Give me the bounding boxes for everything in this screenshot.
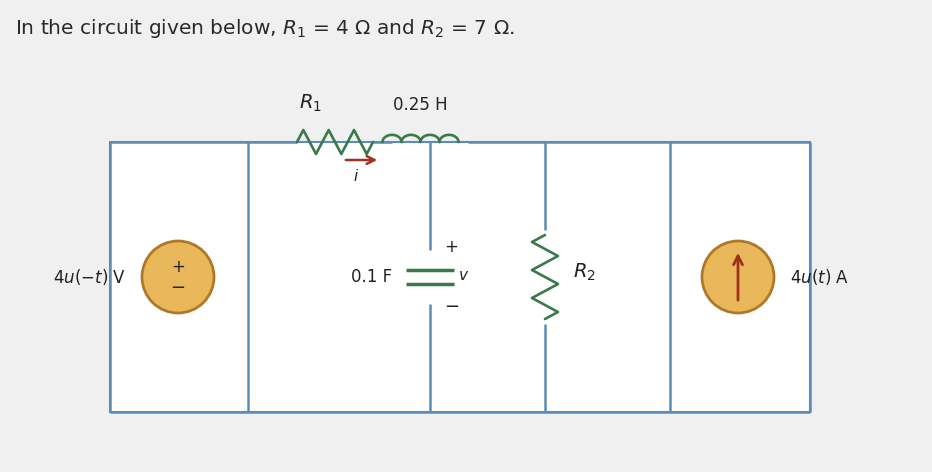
Text: $i$: $i$ xyxy=(353,168,360,184)
Text: −: − xyxy=(444,298,459,316)
Text: 4$u$(−$t$) V: 4$u$(−$t$) V xyxy=(53,267,126,287)
Text: $R_2$: $R_2$ xyxy=(573,261,596,283)
Bar xyxy=(110,142,810,412)
Text: $v$: $v$ xyxy=(458,268,469,283)
Text: 4$u$($t$) A: 4$u$($t$) A xyxy=(790,267,849,287)
Text: 0.1 F: 0.1 F xyxy=(350,268,392,286)
Text: In the circuit given below, $R_1$ = 4 Ω and $R_2$ = 7 Ω.: In the circuit given below, $R_1$ = 4 Ω … xyxy=(15,17,514,40)
Bar xyxy=(110,142,810,412)
Circle shape xyxy=(702,241,774,313)
Text: +: + xyxy=(171,258,185,276)
Text: $R_1$: $R_1$ xyxy=(298,93,322,114)
Text: 0.25 H: 0.25 H xyxy=(393,96,447,114)
Circle shape xyxy=(142,241,214,313)
Text: −: − xyxy=(171,279,185,297)
Text: +: + xyxy=(444,238,458,256)
